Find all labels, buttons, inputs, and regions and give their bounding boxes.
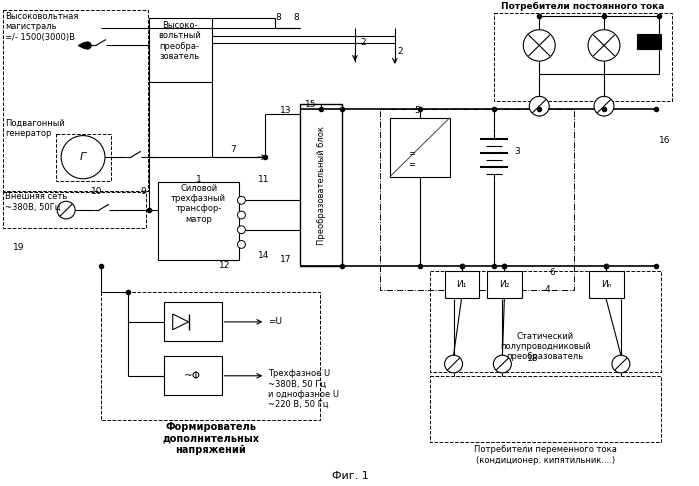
- Bar: [487, 271, 522, 298]
- Text: 11: 11: [259, 175, 270, 184]
- Circle shape: [61, 136, 105, 179]
- Text: Иₙ: Иₙ: [600, 280, 611, 289]
- Text: 8: 8: [275, 13, 281, 22]
- Text: Потребители переменного тока
(кондиционер. кипятильник....): Потребители переменного тока (кондиционе…: [474, 445, 617, 465]
- Text: 9: 9: [140, 187, 147, 195]
- Text: Трехфазное U
~380В, 50 Гц
и однофазное U
~220 В, 50 Гц: Трехфазное U ~380В, 50 Гц и однофазное U…: [268, 369, 339, 409]
- Text: 4: 4: [545, 285, 550, 294]
- Text: Подвагонный
генератор: Подвагонный генератор: [6, 119, 65, 139]
- Text: Силовой
трехфазный
трансфор-
матор: Силовой трехфазный трансфор- матор: [171, 184, 226, 224]
- Text: 7: 7: [231, 145, 236, 155]
- Circle shape: [594, 96, 614, 116]
- Circle shape: [238, 211, 245, 219]
- Bar: [56, 134, 111, 181]
- Text: 15: 15: [305, 100, 317, 109]
- Text: 8: 8: [293, 13, 299, 22]
- Bar: [101, 293, 320, 420]
- Text: =: =: [408, 149, 415, 158]
- Text: 10: 10: [91, 187, 103, 195]
- Bar: [430, 271, 661, 372]
- Text: =U: =U: [268, 317, 282, 327]
- Text: 18: 18: [527, 354, 539, 363]
- Text: 13: 13: [280, 106, 291, 115]
- Text: =: =: [408, 160, 415, 170]
- Text: Статический
полупроводниковый
преобразователь: Статический полупроводниковый преобразов…: [500, 331, 591, 362]
- Text: 5: 5: [415, 106, 421, 115]
- Bar: [445, 271, 480, 298]
- Bar: [494, 13, 672, 101]
- Circle shape: [493, 355, 512, 373]
- Circle shape: [57, 201, 75, 219]
- Bar: [3, 10, 147, 191]
- Circle shape: [524, 30, 555, 61]
- Text: Г: Г: [80, 152, 86, 162]
- Bar: [430, 376, 661, 442]
- Circle shape: [612, 355, 630, 373]
- Text: Внешняя сеть
~380В, 50Гц: Внешняя сеть ~380В, 50Гц: [6, 192, 68, 212]
- Circle shape: [588, 30, 620, 61]
- Bar: [158, 182, 240, 260]
- Text: 1: 1: [196, 175, 201, 184]
- Bar: [589, 271, 624, 298]
- Bar: [390, 118, 449, 177]
- Circle shape: [238, 196, 245, 204]
- Bar: [164, 356, 222, 396]
- Circle shape: [529, 96, 549, 116]
- Bar: [637, 34, 661, 49]
- Text: И₁: И₁: [456, 280, 467, 289]
- Circle shape: [238, 226, 245, 234]
- Bar: [380, 109, 574, 291]
- Text: Фиг. 1: Фиг. 1: [331, 471, 368, 481]
- Text: И₂: И₂: [499, 280, 510, 289]
- Circle shape: [238, 241, 245, 248]
- Text: 19: 19: [13, 243, 25, 252]
- Text: Высоко-
вольтный
преобра-
зователь: Высоко- вольтный преобра- зователь: [158, 21, 201, 61]
- Text: 2: 2: [360, 37, 366, 47]
- Polygon shape: [173, 314, 189, 330]
- Bar: [164, 302, 222, 342]
- Text: 16: 16: [658, 136, 670, 145]
- Bar: [149, 18, 212, 82]
- Text: 12: 12: [219, 261, 230, 270]
- Bar: [3, 192, 146, 228]
- Text: Формирователь
дополнительных
напряжений: Формирователь дополнительных напряжений: [162, 422, 259, 455]
- Text: 14: 14: [259, 251, 270, 260]
- Text: ~Φ: ~Φ: [184, 371, 201, 381]
- Text: Преобразовательный блок: Преобразовательный блок: [317, 126, 326, 245]
- Text: 6: 6: [549, 268, 555, 277]
- Text: 3: 3: [514, 147, 520, 156]
- Text: Высоковольтная
магистраль
=/- 1500(3000)В: Высоковольтная магистраль =/- 1500(3000)…: [6, 12, 79, 42]
- Text: 17: 17: [280, 255, 291, 264]
- Text: Потребители постоянного тока: Потребители постоянного тока: [501, 2, 665, 11]
- Bar: [300, 104, 342, 266]
- Text: 2: 2: [398, 47, 403, 56]
- Circle shape: [445, 355, 463, 373]
